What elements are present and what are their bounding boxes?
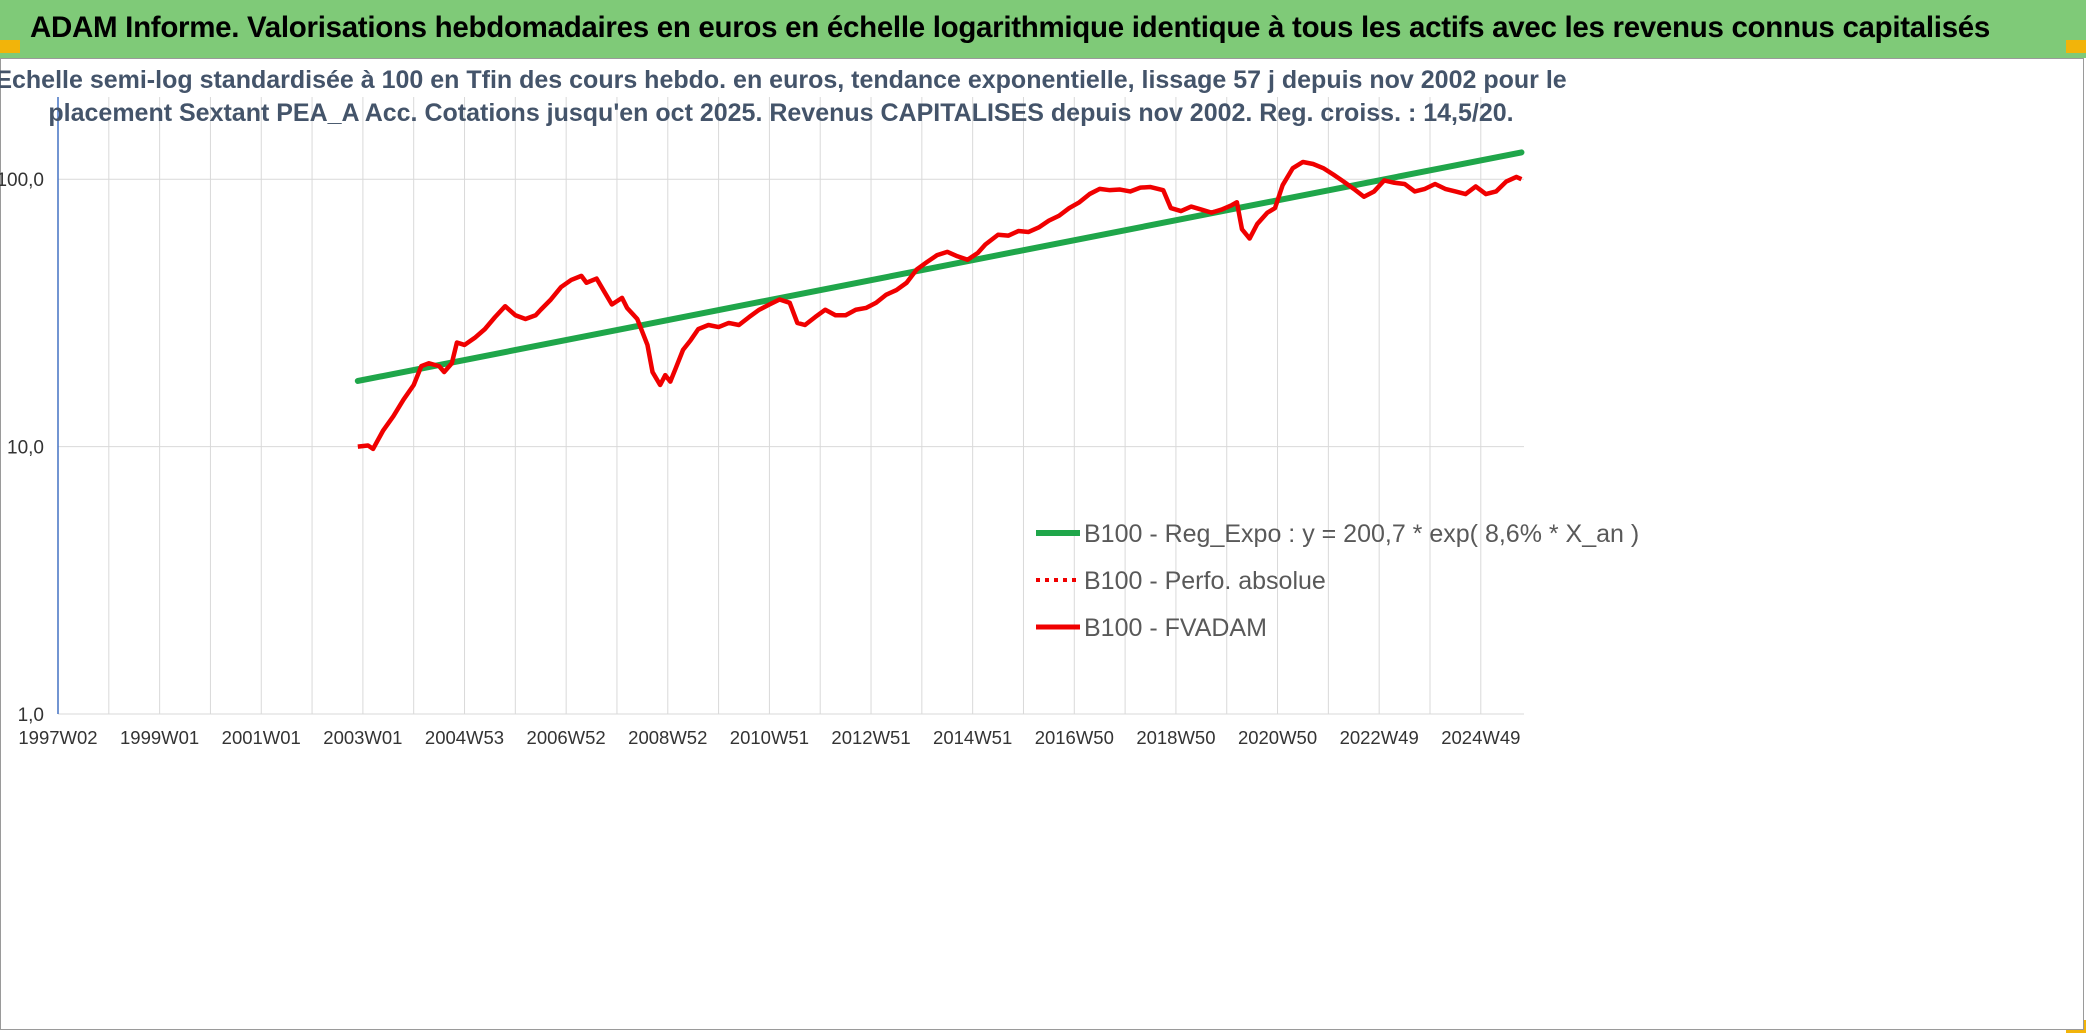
x-tick-label: 2003W01 <box>323 727 402 748</box>
x-tick-label: 2001W01 <box>222 727 301 748</box>
x-tick-label: 2020W50 <box>1238 727 1317 748</box>
x-tick-label: 2004W53 <box>425 727 504 748</box>
chart-grid <box>57 97 1524 715</box>
chart-title-line-1: Echelle semi-log standardisée à 100 en T… <box>0 66 1567 94</box>
x-tick-label: 2012W51 <box>831 727 910 748</box>
y-tick-labels: 1,0 10,0 100,0 <box>0 170 44 726</box>
x-tick-label: 2006W52 <box>527 727 606 748</box>
series-line-reg-expo <box>354 149 1525 384</box>
x-tick-label: 2008W52 <box>628 727 707 748</box>
legend-item-perfo: B100 - Perfo. absolue <box>1036 567 1326 595</box>
y-tick-label: 100,0 <box>0 170 44 191</box>
chart-title: Echelle semi-log standardisée à 100 en T… <box>0 66 1567 127</box>
legend-item-trend: B100 - Reg_Expo : y = 200,7 * exp( 8,6% … <box>1036 520 1639 548</box>
y-tick-label: 10,0 <box>7 438 44 459</box>
x-tick-labels: 1997W02 1999W01 2001W01 2003W01 2004W53 2006W… <box>18 727 1520 748</box>
chart-frame <box>0 58 2084 1030</box>
x-tick-label: 1997W02 <box>18 727 97 748</box>
y-tick-label: 1,0 <box>18 705 44 726</box>
series-lines <box>354 149 1525 452</box>
chart-title-line-2: placement Sextant PEA_A Acc. Cotations j… <box>48 99 1513 127</box>
page-title: ADAM Informe. Valorisations hebdomadaire… <box>30 11 1991 44</box>
x-tick-label: 1999W01 <box>120 727 199 748</box>
x-tick-label: 2022W49 <box>1340 727 1419 748</box>
x-tick-label: 2016W50 <box>1035 727 1114 748</box>
x-tick-label: 2018W50 <box>1136 727 1215 748</box>
x-tick-label: 2010W51 <box>730 727 809 748</box>
legend-label-fvadam: B100 - FVADAM <box>1084 614 1267 642</box>
header-bar <box>0 0 2086 58</box>
legend-label-trend: B100 - Reg_Expo : y = 200,7 * exp( 8,6% … <box>1084 520 1639 548</box>
x-tick-label: 2024W49 <box>1441 727 1520 748</box>
chart-legend: B100 - Reg_Expo : y = 200,7 * exp( 8,6% … <box>1036 520 1639 642</box>
series-line-fvadam <box>357 159 1523 452</box>
x-tick-label: 2014W51 <box>933 727 1012 748</box>
corner-marker-top-right <box>2066 40 2086 53</box>
legend-item-fvadam: B100 - FVADAM <box>1036 614 1267 642</box>
corner-marker-top-left <box>0 40 20 53</box>
legend-label-perfo: B100 - Perfo. absolue <box>1084 567 1326 595</box>
